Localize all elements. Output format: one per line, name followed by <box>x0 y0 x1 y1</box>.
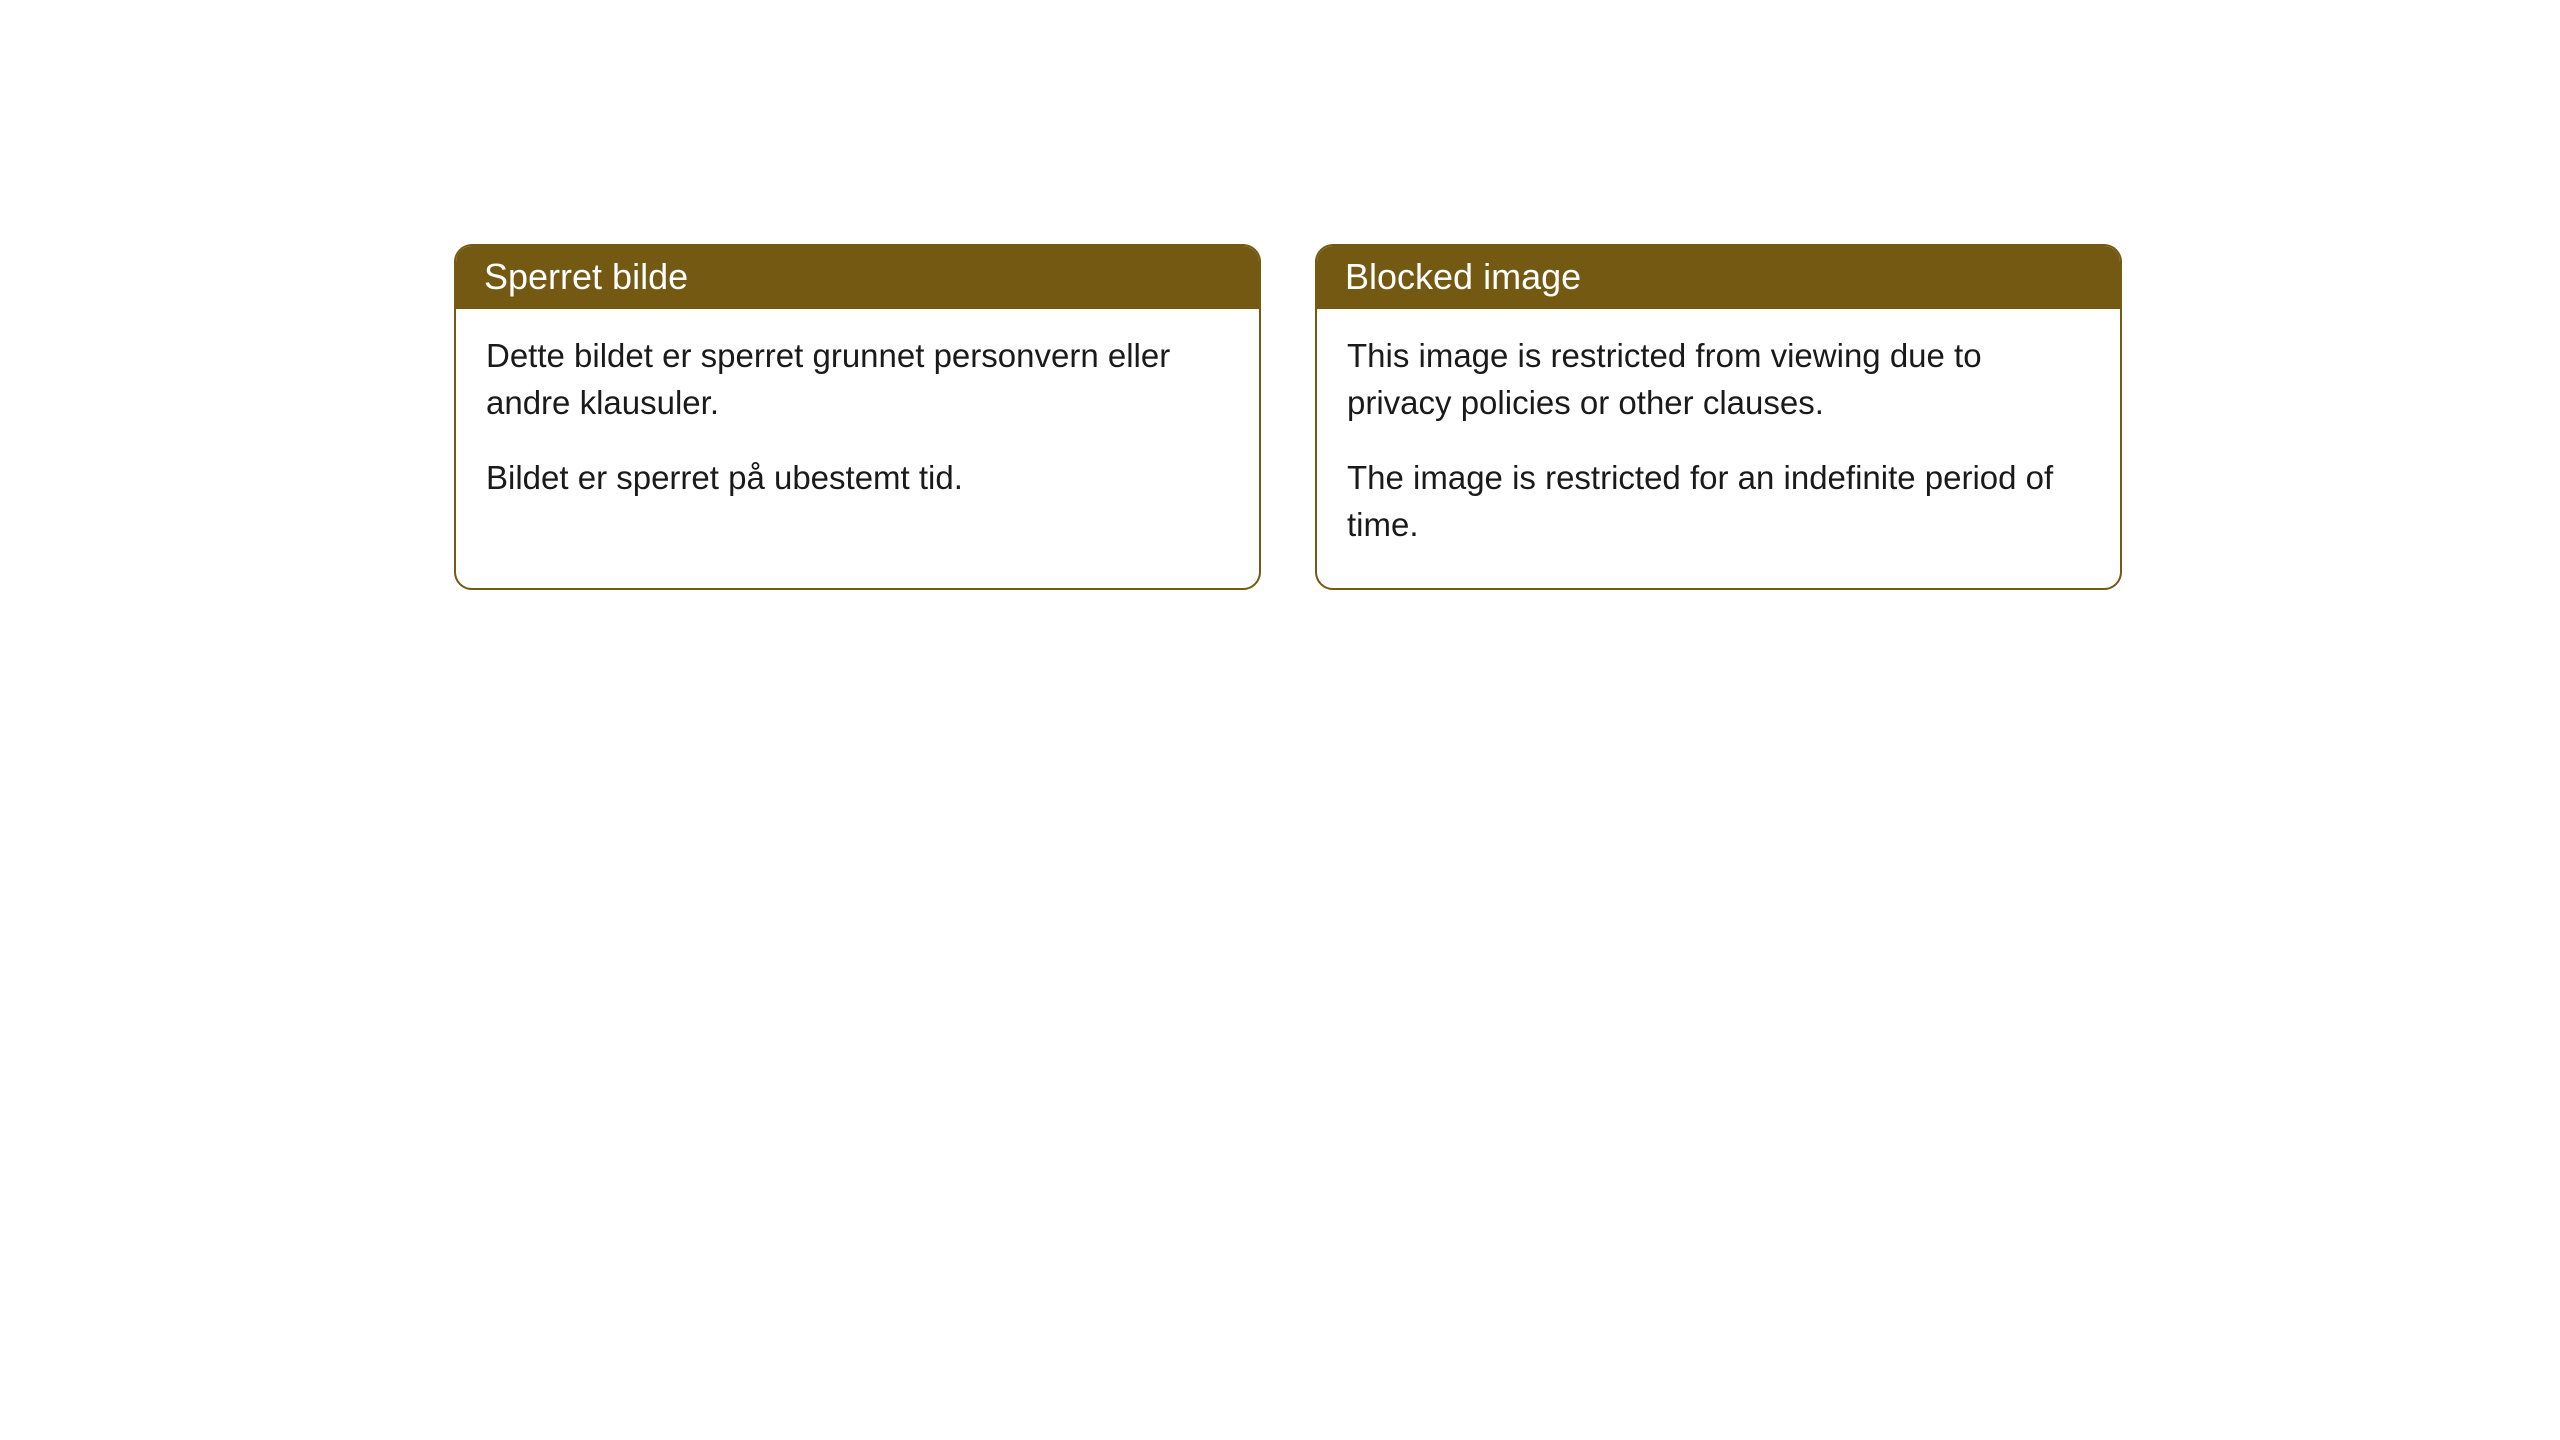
notice-text: Dette bildet er sperret grunnet personve… <box>486 333 1229 427</box>
notice-body-norwegian: Dette bildet er sperret grunnet personve… <box>456 309 1259 542</box>
notice-text: This image is restricted from viewing du… <box>1347 333 2090 427</box>
notice-text: Bildet er sperret på ubestemt tid. <box>486 455 1229 502</box>
notice-card-norwegian: Sperret bilde Dette bildet er sperret gr… <box>454 244 1261 590</box>
notice-card-english: Blocked image This image is restricted f… <box>1315 244 2122 590</box>
notice-header-norwegian: Sperret bilde <box>456 246 1259 309</box>
notice-body-english: This image is restricted from viewing du… <box>1317 309 2120 588</box>
notice-text: The image is restricted for an indefinit… <box>1347 455 2090 549</box>
notice-container: Sperret bilde Dette bildet er sperret gr… <box>0 0 2560 590</box>
notice-header-english: Blocked image <box>1317 246 2120 309</box>
